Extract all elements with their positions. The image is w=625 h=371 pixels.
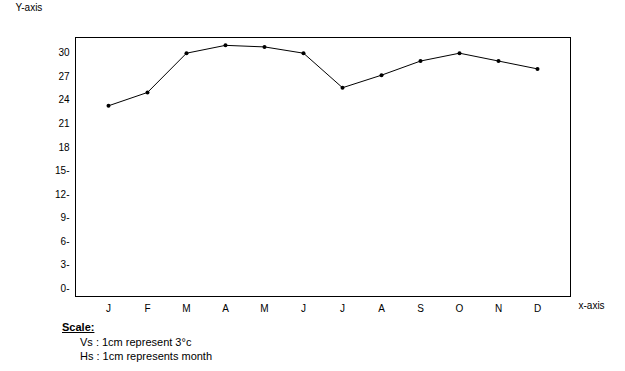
html-text:Scale:: Scale: bbox=[62, 321, 95, 333]
svg-text:J: J bbox=[301, 303, 306, 314]
svg-text:24: 24 bbox=[58, 94, 70, 105]
svg-text:0-: 0- bbox=[61, 283, 70, 294]
svg-text:D: D bbox=[534, 303, 541, 314]
svg-text:Y-axis: Y-axis bbox=[16, 2, 43, 13]
svg-text:6-: 6- bbox=[61, 236, 70, 247]
svg-text:M: M bbox=[182, 303, 190, 314]
svg-text:A: A bbox=[378, 303, 385, 314]
svg-text:A: A bbox=[222, 303, 229, 314]
svg-text:3-: 3- bbox=[61, 259, 70, 270]
svg-text:F: F bbox=[144, 303, 150, 314]
svg-text:S: S bbox=[417, 303, 424, 314]
svg-text:30: 30 bbox=[58, 47, 70, 58]
svg-text:21: 21 bbox=[58, 118, 70, 129]
svg-text:J: J bbox=[106, 303, 111, 314]
svg-text:18: 18 bbox=[58, 142, 70, 153]
svg-text:O: O bbox=[456, 303, 464, 314]
svg-text:15-: 15- bbox=[55, 165, 69, 176]
html-text:Vs : 1cm represent 3°c: Vs : 1cm represent 3°c bbox=[80, 336, 192, 348]
svg-text:J: J bbox=[340, 303, 345, 314]
html-text:Hs : 1cm represents month: Hs : 1cm represents month bbox=[80, 350, 213, 362]
svg-text:12-: 12- bbox=[55, 189, 69, 200]
svg-text:M: M bbox=[260, 303, 268, 314]
svg-text:x-axis: x-axis bbox=[579, 300, 605, 311]
svg-text:N: N bbox=[495, 303, 502, 314]
svg-text:27: 27 bbox=[58, 71, 70, 82]
svg-text:9-: 9- bbox=[61, 212, 70, 223]
